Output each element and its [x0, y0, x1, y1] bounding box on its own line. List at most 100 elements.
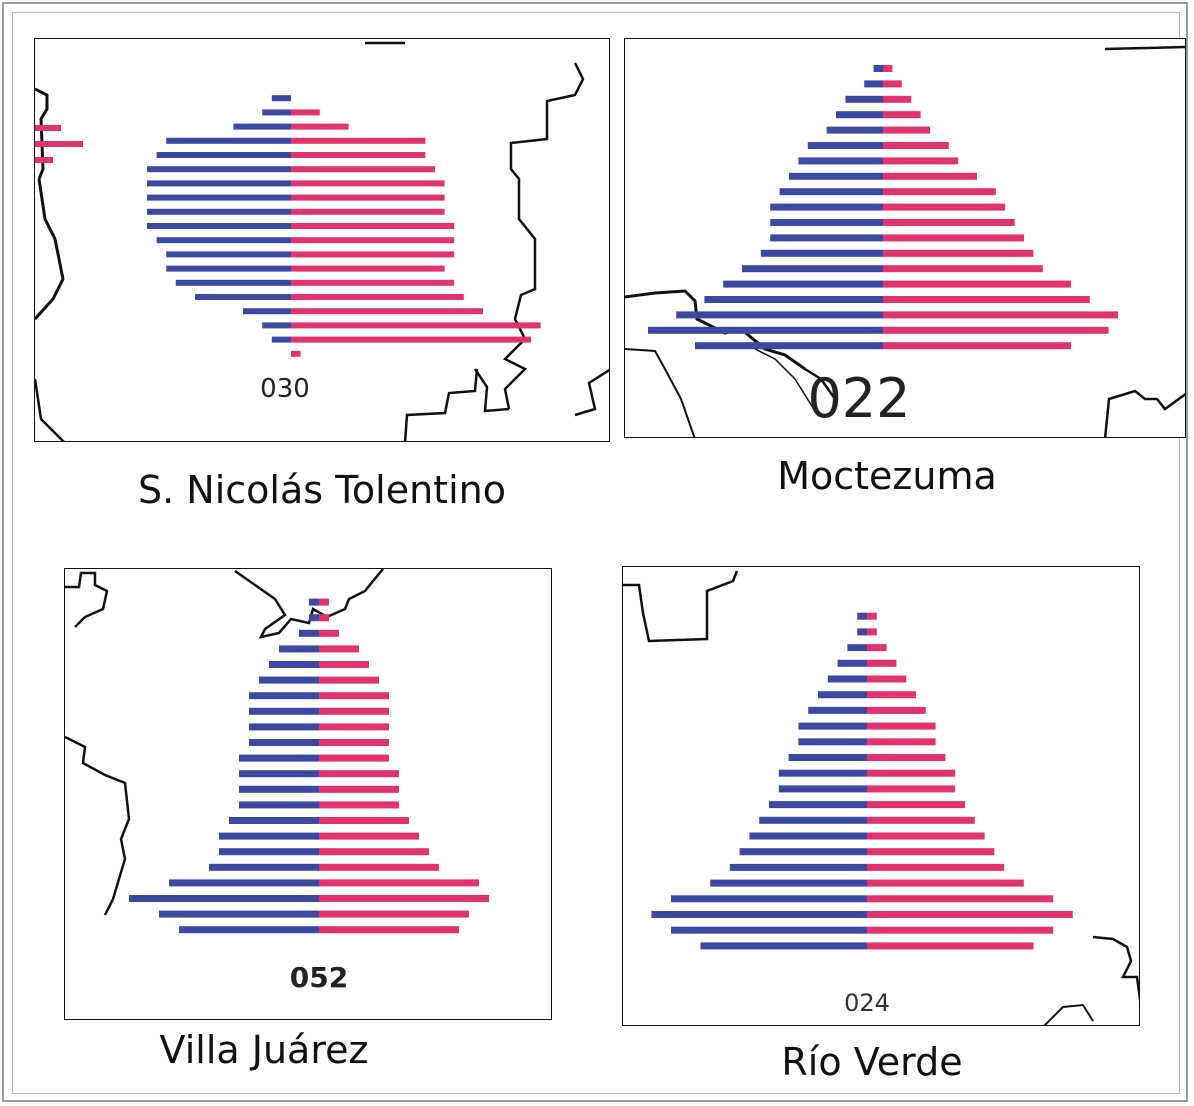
bar-female-052-4	[319, 645, 359, 653]
bar-male-024-16	[739, 848, 867, 856]
bar-male-030-8	[147, 194, 291, 201]
bar-female-052-7	[319, 692, 389, 700]
bar-female-024-12	[867, 785, 956, 793]
bar-male-052-2	[309, 614, 319, 622]
bar-female-052-21	[319, 910, 469, 918]
bar-female-030-7	[291, 180, 445, 187]
bar-male-052-11	[239, 754, 319, 762]
bar-male-022-11	[770, 234, 883, 242]
bar-male-022-10	[770, 219, 883, 226]
pyramid-panel-024: 024	[622, 566, 1140, 1026]
bar-female-052-13	[319, 785, 399, 793]
pyramid-chart-024: 024	[623, 570, 1139, 1025]
bar-female-024-15	[867, 832, 985, 840]
bar-male-052-10	[249, 739, 319, 746]
bar-male-030-11	[156, 237, 291, 244]
bar-female-052-9	[319, 723, 389, 731]
panel-label-022: 022	[807, 367, 910, 430]
bar-male-024-19	[671, 895, 867, 903]
bar-male-024-18	[710, 879, 867, 887]
bar-male-022-0	[873, 65, 883, 72]
bar-female-024-13	[867, 801, 965, 809]
bar-female-052-10	[319, 739, 389, 746]
boundary-lines	[623, 570, 1139, 1025]
bar-male-024-21	[671, 926, 867, 934]
bar-male-030-6	[147, 166, 291, 173]
bar-male-024-3	[847, 644, 867, 652]
bar-male-022-2	[845, 95, 883, 103]
bar-male-030-17	[262, 322, 291, 329]
bar-female-024-20	[867, 911, 1073, 918]
panel-label-024: 024	[844, 989, 890, 1017]
bar-female-022-4	[883, 126, 930, 134]
bar-male-022-18	[695, 342, 883, 350]
bar-male-022-6	[798, 157, 883, 165]
pyramid-panel-022: 022	[624, 38, 1186, 438]
bar-female-052-5	[319, 661, 369, 668]
caption-moctezuma: Moctezuma	[777, 454, 997, 498]
bar-female-022-2	[883, 95, 912, 103]
bar-female-030-6	[291, 166, 435, 173]
bar-female-024-17	[867, 863, 1005, 871]
bar-male-030-15	[195, 294, 291, 300]
bar-female-030-10	[291, 223, 455, 229]
pyramid-chart-022: 022	[625, 45, 1185, 437]
bar-female-024-19	[867, 895, 1054, 903]
bar-female-052-19	[319, 879, 479, 887]
bar-female-022-14	[883, 280, 1071, 288]
bar-male-052-14	[239, 801, 319, 809]
bar-male-030-7	[147, 180, 291, 187]
bar-male-030-9	[147, 208, 291, 215]
bar-female-030-16	[291, 308, 483, 315]
bar-male-030-1	[271, 95, 291, 102]
bar-male-052-3	[299, 629, 319, 637]
bar-male-024-4	[837, 659, 867, 667]
bar-female-052-2	[319, 614, 329, 622]
bar-female-024-7	[867, 706, 926, 714]
bar-female-030-12	[291, 251, 455, 258]
bar-male-022-8	[779, 188, 883, 196]
bar-male-030-10	[147, 223, 291, 229]
inner-frame	[12, 12, 1180, 1094]
bar-male-052-7	[249, 692, 319, 700]
bar-male-052-18	[209, 863, 319, 871]
bar-female-024-14	[867, 816, 975, 824]
bar-female-024-11	[867, 769, 956, 777]
bar-female-022-7	[883, 172, 977, 180]
bar-male-052-12	[239, 770, 319, 778]
bar-female-024-16	[867, 848, 995, 856]
bar-male-024-8	[798, 722, 867, 730]
stray-bars	[35, 125, 83, 163]
bar-female-052-3	[319, 629, 339, 637]
bar-female-022-10	[883, 219, 1015, 226]
bar-male-022-15	[704, 296, 883, 303]
pyramid-panel-030: 030	[34, 38, 610, 442]
boundary-lines	[35, 41, 609, 441]
bar-male-022-4	[826, 126, 883, 134]
bar-male-030-5	[156, 152, 291, 158]
bar-female-022-9	[883, 203, 1006, 211]
bar-male-052-17	[219, 848, 319, 856]
bar-male-052-21	[159, 910, 319, 918]
bar-female-024-2	[867, 628, 877, 636]
bar-female-030-14	[291, 279, 455, 286]
bar-male-052-9	[249, 723, 319, 731]
bar-female-022-3	[883, 111, 921, 119]
bar-male-030-12	[166, 251, 291, 258]
caption-villa-juarez: Villa Juárez	[159, 1028, 369, 1072]
bar-female-024-4	[867, 659, 897, 667]
bar-female-022-0	[883, 65, 893, 72]
bar-female-022-16	[883, 311, 1118, 319]
bar-male-022-5	[807, 142, 883, 149]
bar-female-022-12	[883, 249, 1034, 257]
pyramid-chart-030: 030	[35, 41, 609, 441]
bar-female-022-6	[883, 157, 959, 165]
bar-female-030-19	[291, 350, 301, 357]
bar-male-024-5	[827, 675, 867, 683]
bar-female-024-21	[867, 926, 1054, 934]
bar-male-024-9	[798, 738, 867, 746]
bar-female-022-15	[883, 296, 1090, 303]
bar-male-052-20	[129, 895, 319, 902]
bar-male-052-8	[249, 707, 319, 715]
